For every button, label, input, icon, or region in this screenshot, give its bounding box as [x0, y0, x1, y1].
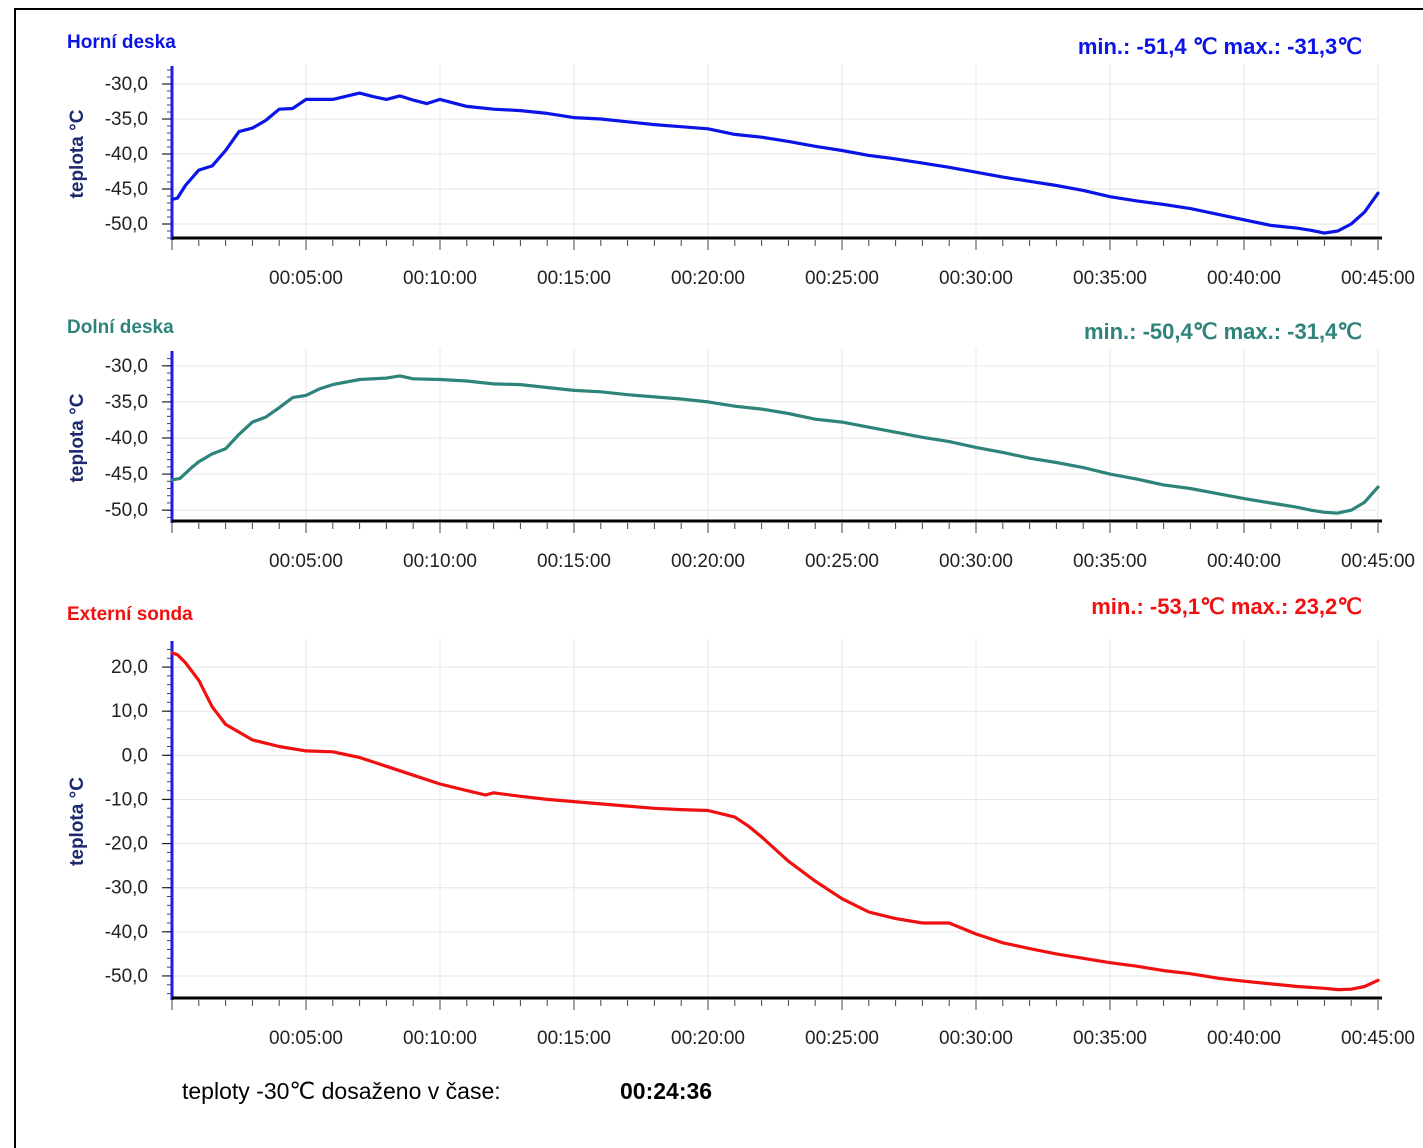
- x-tick-label: 00:45:00: [1341, 268, 1415, 289]
- x-tick-label: 00:20:00: [671, 551, 745, 572]
- y-tick-label: -20,0: [105, 834, 148, 855]
- series-line: [170, 651, 1380, 992]
- x-tick-label: 00:40:00: [1207, 551, 1281, 572]
- x-tick-label: 00:25:00: [805, 551, 879, 572]
- y-tick-label: -10,0: [105, 789, 148, 810]
- y-axis-label: teplota °C: [67, 777, 88, 866]
- y-axis-label: teplota °C: [67, 393, 88, 482]
- chart-stats: min.: -51,4 ℃ max.: -31,3℃: [1078, 34, 1362, 59]
- x-tick-label: 00:45:00: [1341, 551, 1415, 572]
- y-tick-label: -35,0: [105, 392, 148, 413]
- x-tick-label: 00:30:00: [939, 551, 1013, 572]
- y-tick-label: -40,0: [105, 144, 148, 165]
- footer-label: teploty -30℃ dosaženo v čase:: [182, 1078, 501, 1104]
- x-tick-label: 00:40:00: [1207, 1028, 1281, 1049]
- chart-title: Horní deska: [67, 32, 176, 53]
- series-line: [170, 91, 1380, 235]
- x-tick-label: 00:40:00: [1207, 268, 1281, 289]
- x-tick-label: 00:05:00: [269, 1028, 343, 1049]
- x-tick-label: 00:35:00: [1073, 268, 1147, 289]
- x-tick-label: 00:10:00: [403, 1028, 477, 1049]
- x-tick-label: 00:05:00: [269, 268, 343, 289]
- x-tick-label: 00:30:00: [939, 268, 1013, 289]
- chart-panel-2: -30,0 -35,0 -40,0 -45,0 -50,0 00:05:00 00:10:0…: [67, 317, 1415, 572]
- x-tick-label: 00:15:00: [537, 1028, 611, 1049]
- y-tick-label: -30,0: [105, 878, 148, 899]
- y-tick-label: -50,0: [105, 500, 148, 521]
- chart-frame: [14, 8, 1423, 1148]
- x-tick-label: 00:45:00: [1341, 1028, 1415, 1049]
- chart-title: Dolní deska: [67, 317, 174, 338]
- y-tick-label: -30,0: [105, 74, 148, 95]
- footer-value: 00:24:36: [620, 1078, 713, 1104]
- x-tick-label: 00:10:00: [403, 268, 477, 289]
- chart-title: Externí sonda: [67, 604, 193, 625]
- y-tick-label: -45,0: [105, 464, 148, 485]
- y-tick-label: -30,0: [105, 356, 148, 377]
- chart-panel-3: 20,0 10,0 0,0 -10,0 -20,0 -30,0 -40,0 -50,0 00:0…: [67, 594, 1415, 1049]
- y-tick-label: 10,0: [111, 701, 148, 722]
- x-tick-label: 00:35:00: [1073, 1028, 1147, 1049]
- y-tick-label: -40,0: [105, 428, 148, 449]
- y-tick-label: -40,0: [105, 922, 148, 943]
- y-tick-label: -50,0: [105, 966, 148, 987]
- y-tick-label: -35,0: [105, 109, 148, 130]
- x-tick-label: 00:10:00: [403, 551, 477, 572]
- x-tick-label: 00:15:00: [537, 268, 611, 289]
- x-tick-label: 00:20:00: [671, 1028, 745, 1049]
- x-tick-label: 00:05:00: [269, 551, 343, 572]
- y-axis-label: teplota °C: [67, 109, 88, 198]
- x-tick-label: 00:25:00: [805, 268, 879, 289]
- series-line: [170, 374, 1380, 515]
- y-tick-label: -45,0: [105, 179, 148, 200]
- y-tick-label: 0,0: [122, 745, 148, 766]
- x-tick-label: 00:15:00: [537, 551, 611, 572]
- x-tick-label: 00:20:00: [671, 268, 745, 289]
- chart-panel-1: -30,0 -35,0 -40,0 -45,0 -50,0 00:05:00 00:10:0…: [67, 32, 1415, 289]
- chart-stats: min.: -50,4℃ max.: -31,4℃: [1084, 319, 1362, 344]
- y-tick-label: -50,0: [105, 214, 148, 235]
- y-tick-label: 20,0: [111, 657, 148, 678]
- x-tick-label: 00:30:00: [939, 1028, 1013, 1049]
- x-tick-label: 00:25:00: [805, 1028, 879, 1049]
- chart-stats: min.: -53,1℃ max.: 23,2℃: [1091, 594, 1362, 619]
- x-tick-label: 00:35:00: [1073, 551, 1147, 572]
